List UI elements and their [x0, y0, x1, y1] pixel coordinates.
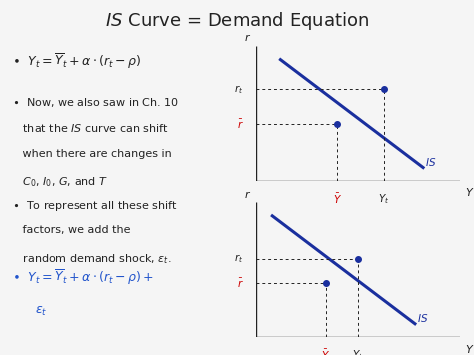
Text: random demand shock, $\varepsilon_t$.: random demand shock, $\varepsilon_t$.: [12, 252, 172, 266]
Text: $\bullet$  $Y_t = \overline{Y}_t + \alpha \cdot (r_t - \rho) +$: $\bullet$ $Y_t = \overline{Y}_t + \alpha…: [12, 268, 155, 286]
Text: $\mathit{IS}$ Curve = Demand Equation: $\mathit{IS}$ Curve = Demand Equation: [105, 10, 369, 32]
Text: $r$: $r$: [244, 32, 251, 43]
Text: $r_t$: $r_t$: [235, 83, 244, 96]
Text: $\bar{r}$: $\bar{r}$: [237, 277, 244, 290]
Text: $Y_t$: $Y_t$: [352, 348, 364, 355]
Text: $Y$: $Y$: [465, 343, 474, 355]
Text: $\bar{Y}$: $\bar{Y}$: [321, 348, 330, 355]
Text: $r_t$: $r_t$: [235, 253, 244, 266]
Text: $\epsilon_t$: $\epsilon_t$: [35, 305, 47, 318]
Text: when there are changes in: when there are changes in: [12, 149, 172, 159]
Text: $Y$: $Y$: [465, 186, 474, 198]
Text: $\bullet$  $Y_t = \overline{Y}_t + \alpha \cdot (r_t - \rho)$: $\bullet$ $Y_t = \overline{Y}_t + \alpha…: [12, 52, 142, 71]
Text: $\bullet$  To represent all these shift: $\bullet$ To represent all these shift: [12, 199, 178, 213]
Text: $\bar{Y}$: $\bar{Y}$: [333, 192, 342, 206]
Text: $IS$: $IS$: [417, 312, 428, 324]
Text: $r$: $r$: [244, 189, 251, 200]
Text: $IS$: $IS$: [425, 156, 437, 168]
Text: $C_0$, $I_0$, $G$, and $T$: $C_0$, $I_0$, $G$, and $T$: [12, 175, 108, 189]
Text: that the $\mathit{IS}$ curve can shift: that the $\mathit{IS}$ curve can shift: [12, 122, 169, 134]
Text: $\bullet$  Now, we also saw in Ch. 10: $\bullet$ Now, we also saw in Ch. 10: [12, 96, 179, 109]
Text: $\bar{r}$: $\bar{r}$: [237, 118, 244, 131]
Text: $Y_t$: $Y_t$: [378, 192, 390, 206]
Text: factors, we add the: factors, we add the: [12, 225, 131, 235]
